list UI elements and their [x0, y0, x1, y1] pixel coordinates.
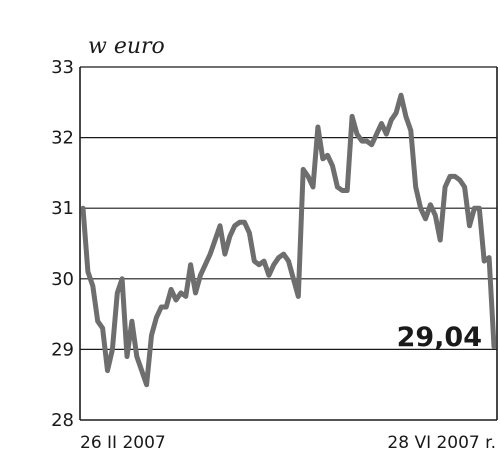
y-tick-label: 32 — [51, 128, 74, 149]
grid-lines — [80, 66, 497, 350]
x-label-start: 26 II 2007 — [80, 433, 166, 453]
y-tick-label: 31 — [51, 198, 74, 219]
x-label-end: 28 VI 2007 r. — [387, 433, 496, 453]
y-tick-label: 28 — [51, 410, 74, 431]
y-tick-label: 33 — [51, 57, 74, 78]
y-tick-label: 29 — [51, 339, 74, 360]
y-tick-label: 30 — [51, 269, 74, 290]
y-axis-ticks: 28 29 30 31 32 33 — [51, 57, 74, 431]
last-value-label: 29,04 — [397, 322, 482, 353]
unit-label: w euro — [88, 34, 165, 59]
price-series-line — [80, 92, 497, 388]
